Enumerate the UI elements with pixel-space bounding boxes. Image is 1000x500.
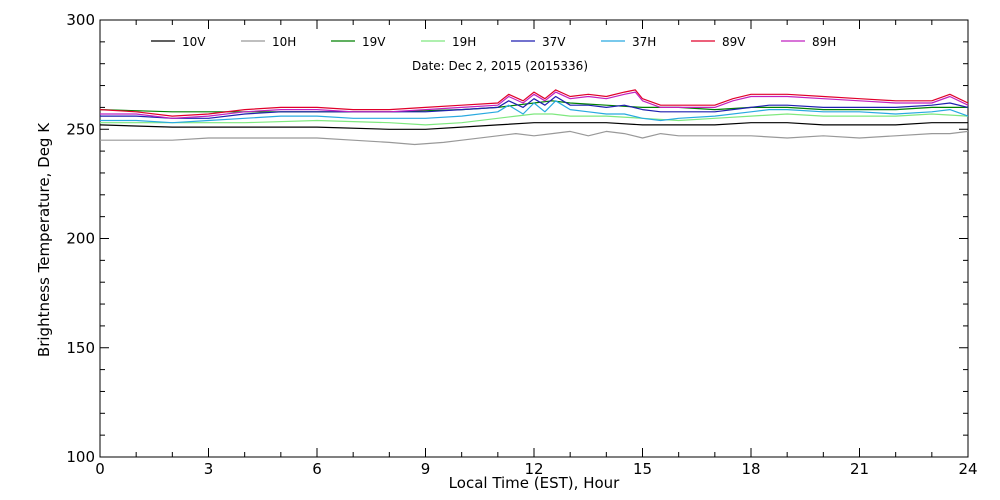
legend: 10V 10H 19V 19H 37V 37H 89V 89H [151, 35, 836, 49]
series-line-89h [100, 91, 969, 119]
y-tick-label: 300 [66, 11, 95, 29]
y-tick-label: 150 [66, 339, 95, 357]
y-tick-label: 200 [66, 230, 95, 248]
x-tick-label: 6 [312, 460, 322, 478]
x-tick-label: 3 [204, 460, 214, 478]
legend-label-19h: 19H [452, 35, 476, 49]
legend-label-37v: 37V [542, 35, 566, 49]
y-tick-label: 250 [66, 120, 95, 138]
series-layer [99, 89, 969, 146]
x-tick-label: 21 [850, 460, 869, 478]
legend-label-10h: 10H [272, 35, 296, 49]
legend-label-19v: 19V [362, 35, 386, 49]
y-axis-title: Brightness Temperature, Deg K [35, 122, 53, 357]
legend-label-37h: 37H [632, 35, 656, 49]
legend-label-10v: 10V [182, 35, 206, 49]
x-tick-label: 18 [741, 460, 760, 478]
x-tick-label: 12 [524, 460, 543, 478]
series-line-10h [100, 130, 969, 146]
legend-label-89v: 89V [722, 35, 746, 49]
series-line-10v [99, 122, 968, 130]
y-tick-label: 100 [66, 448, 95, 466]
series-line-19h [100, 113, 969, 126]
plot-frame [99, 19, 969, 458]
x-tick-label: 0 [95, 460, 105, 478]
series-line-89v [99, 89, 969, 117]
x-tick-label: 15 [633, 460, 652, 478]
x-tick-label: 24 [958, 460, 977, 478]
date-label: Date: Dec 2, 2015 (2015336) [412, 59, 588, 73]
x-tick-label: 9 [421, 460, 431, 478]
x-axis-title: Local Time (EST), Hour [449, 474, 620, 492]
series-line-37v [100, 95, 969, 119]
series-line-37h [100, 100, 969, 124]
legend-label-89h: 89H [812, 35, 836, 49]
axis-ticks: 0 3 6 9 12 15 18 21 24 100 150 200 250 300 [66, 11, 977, 478]
